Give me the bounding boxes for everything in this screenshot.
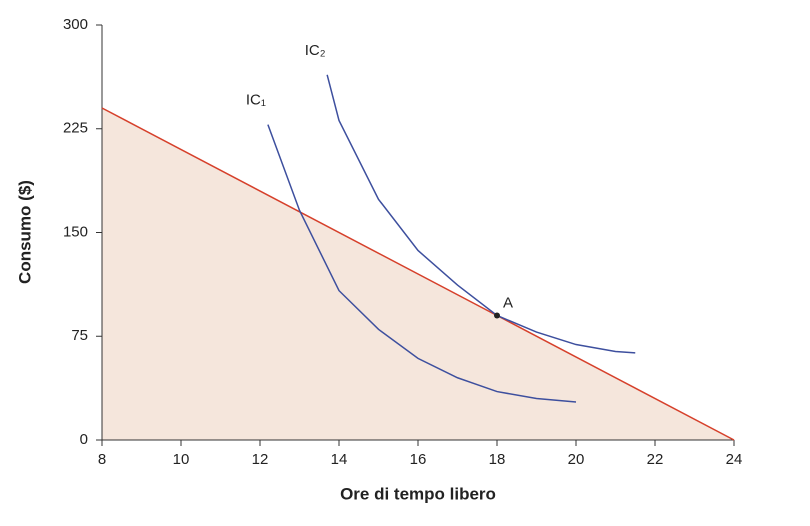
x-tick-label: 18	[489, 451, 506, 468]
budget-line	[101, 107, 735, 441]
x-tick-label: 8	[98, 451, 106, 468]
x-tick-label: 10	[173, 451, 190, 468]
indifference-curve	[267, 124, 577, 403]
x-tick-label: 24	[726, 451, 743, 468]
indifference-curve	[326, 74, 636, 354]
point	[494, 312, 500, 319]
x-tick-label: 12	[252, 451, 269, 468]
x-tick-label: 14	[331, 451, 348, 468]
y-tick-label: 75	[71, 327, 88, 344]
x-axis-title: Ore di tempo libero	[340, 484, 496, 503]
y-tick-label: 225	[63, 120, 88, 137]
x-tick-label: 20	[568, 451, 585, 468]
y-axis-title: Consumo ($)	[15, 180, 34, 284]
curve-label: IC₁	[246, 92, 266, 109]
x-tick-label: 22	[647, 451, 664, 468]
point-label: A	[503, 294, 513, 311]
curve-label: IC₂	[305, 42, 326, 59]
x-tick-label: 16	[410, 451, 427, 468]
y-tick-label: 0	[80, 431, 88, 448]
y-tick-label: 150	[63, 223, 88, 240]
y-tick-label: 300	[63, 16, 88, 33]
